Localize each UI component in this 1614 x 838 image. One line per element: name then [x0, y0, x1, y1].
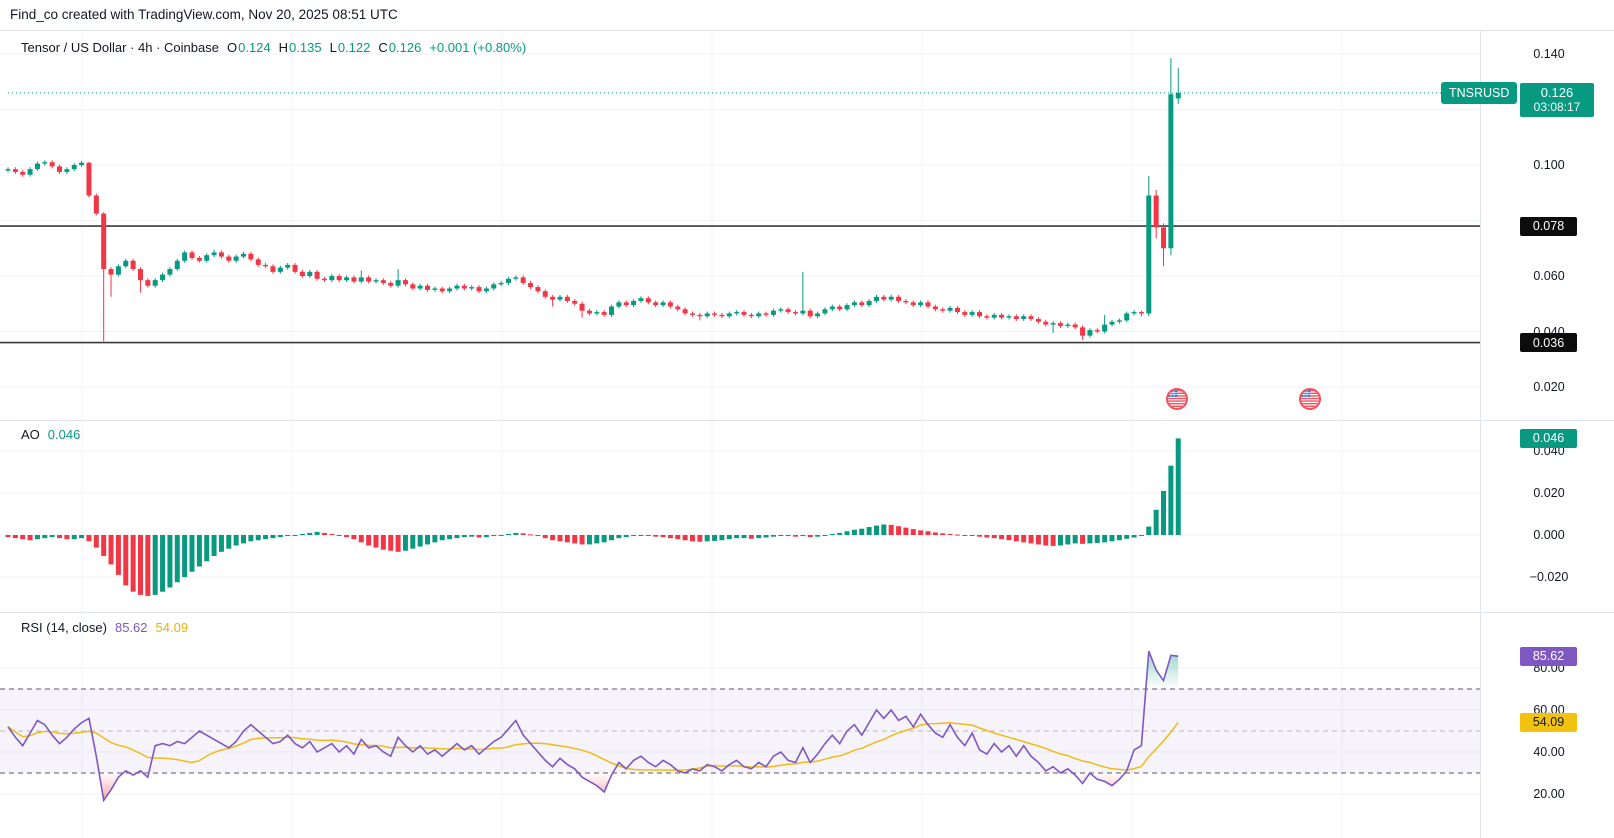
rsi-axis-tick: 40.00: [1533, 745, 1565, 759]
rsi-value-badge: 85.62: [1520, 646, 1577, 666]
pane-separator-ao[interactable]: [0, 420, 1614, 421]
change-value: +0.001 (+0.80%): [429, 40, 527, 55]
ao-axis-tick: 0.020: [1533, 486, 1565, 500]
rsi-ma-value: 54.09: [155, 620, 189, 635]
rsi-value: 85.62: [114, 620, 148, 635]
price-level-badge: 0.078: [1520, 216, 1577, 236]
ao-value-badge: 0.046: [1520, 428, 1577, 448]
ao-legend: AO 0.046: [21, 427, 80, 442]
ao-axis-tick: 0.000: [1533, 528, 1565, 542]
us-flag-event-icon[interactable]: [1299, 388, 1321, 410]
symbol-title[interactable]: Tensor / US Dollar · 4h · Coinbase: [21, 40, 219, 55]
header-separator: [0, 30, 1614, 31]
us-flag-event-icon[interactable]: [1166, 388, 1188, 410]
bar-countdown: 03:08:17: [1533, 99, 1581, 114]
ohlc-open: O 0.124: [226, 40, 271, 55]
ohlc-low: L 0.122: [329, 40, 371, 55]
price-axis-separator[interactable]: [1480, 30, 1481, 838]
rsi-label[interactable]: RSI (14, close): [21, 620, 107, 635]
ao-label[interactable]: AO: [21, 427, 40, 442]
price-axis-tick: 0.100: [1533, 158, 1565, 172]
current-price-value: 0.126: [1540, 84, 1574, 100]
ao-value: 0.046: [47, 427, 81, 442]
ohlc-close: C 0.126: [378, 40, 422, 55]
current-price-badge: 0.126 03:08:17: [1520, 82, 1594, 117]
price-axis-tick: 0.140: [1533, 47, 1565, 61]
pane-separator-rsi[interactable]: [0, 612, 1614, 613]
ohlc-high: H 0.135: [278, 40, 322, 55]
rsi-legend: RSI (14, close) 85.62 54.09: [21, 620, 188, 635]
ao-axis-tick: −0.020: [1529, 570, 1569, 584]
price-legend: Tensor / US Dollar · 4h · Coinbase O 0.12…: [21, 40, 526, 55]
price-level-badge: 0.036: [1520, 333, 1577, 353]
price-axis-tick: 0.060: [1533, 269, 1565, 283]
rsi-value-badge: 54.09: [1520, 712, 1577, 732]
price-axis-tick: 0.020: [1533, 380, 1565, 394]
attribution-text: Find_co created with TradingView.com, No…: [10, 7, 398, 22]
rsi-axis-tick: 20.00: [1533, 787, 1565, 801]
symbol-name-badge: TNSRUSD: [1441, 81, 1518, 104]
